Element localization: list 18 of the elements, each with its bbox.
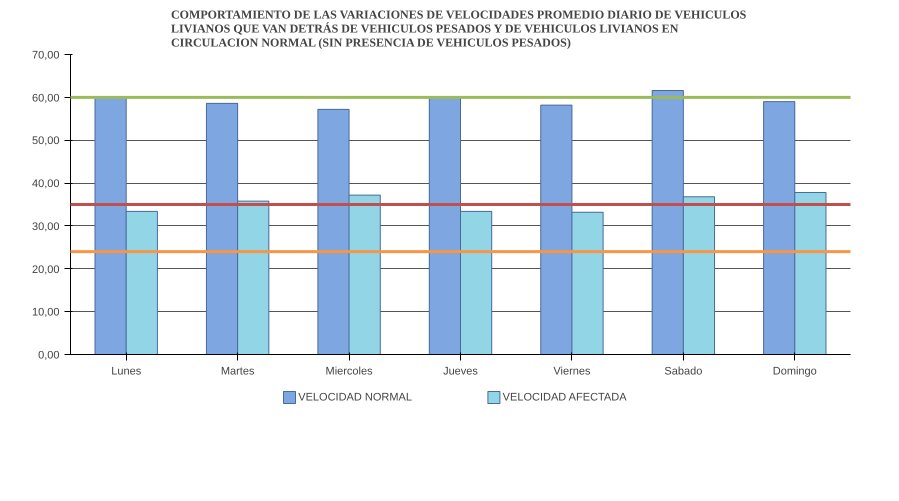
y-tick-label: 60,00 xyxy=(32,92,60,104)
legend-label: VELOCIDAD AFECTADA xyxy=(502,392,628,404)
x-tick-label: Domingo xyxy=(772,366,817,378)
chart-title: COMPORTAMIENTO DE LAS VARIACIONES DE VELOCIDADES PROMEDIO DIARIO DE VEHICULOS LIVIANOS QUE VAN DETRÁS DE VEHICULOS PESADOS Y DE VEHICULOS LIVIANOS EN CIRCULACION NORMAL (SIN PRESENCIA DE VEHICULOS PESADOS) xyxy=(171,8,747,50)
y-tick-label: 40,00 xyxy=(32,178,60,190)
y-tick-label: 0,00 xyxy=(38,350,60,362)
y-tick-label: 30,00 xyxy=(32,220,60,233)
y-tick-label: 20,00 xyxy=(32,264,60,276)
x-tick-label: Miercoles xyxy=(326,366,374,378)
x-tick-label: Martes xyxy=(220,366,255,378)
x-tick-label: Viernes xyxy=(553,366,591,378)
x-tick-label: Lunes xyxy=(111,366,142,378)
x-tick-label: Sabado xyxy=(664,366,702,378)
y-tick-label: 50,00 xyxy=(32,135,60,148)
legend-label: VELOCIDAD NORMAL xyxy=(298,392,412,404)
y-tick-label: 70,00 xyxy=(32,50,60,62)
x-tick-label: Jueves xyxy=(443,366,478,378)
y-tick-label: 10,00 xyxy=(32,306,60,319)
